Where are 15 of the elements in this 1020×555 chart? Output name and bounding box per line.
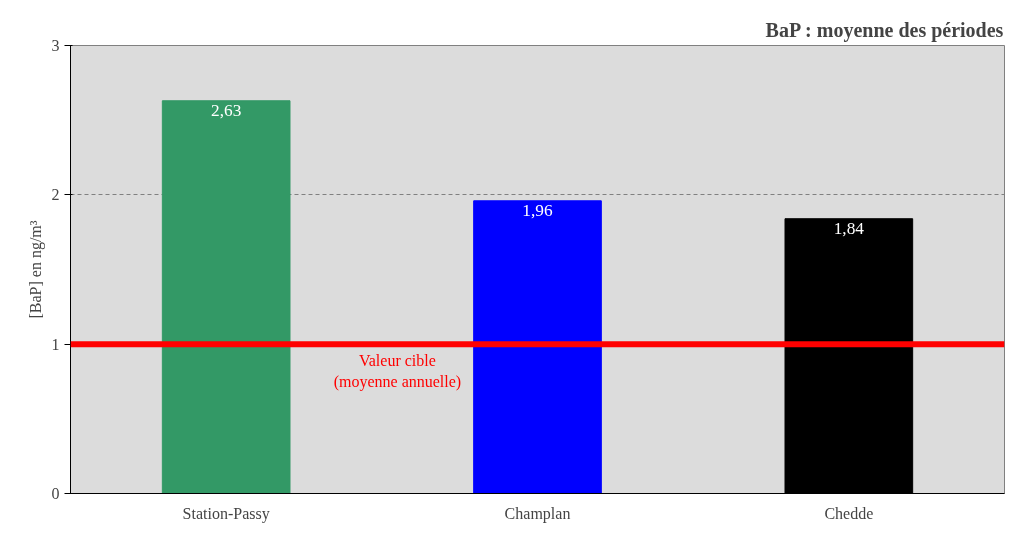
y-axis-title: [BaP] en ng/m³ <box>26 220 45 319</box>
y-tick-label: 3 <box>51 37 60 54</box>
data-label: 2,63 <box>211 100 242 120</box>
data-label: 1,84 <box>833 218 865 238</box>
y-tick-label: 1 <box>51 335 60 353</box>
y-tick-label: 0 <box>51 485 60 502</box>
x-tick-label: Chedde <box>824 504 874 522</box>
x-tick-label: Station-Passy <box>182 504 270 523</box>
bar <box>161 100 291 494</box>
data-label: 1,96 <box>522 200 553 220</box>
bar <box>473 200 602 494</box>
ref-line-label: Valeur cible (moyenne annuelle) <box>333 352 462 391</box>
chart-title: BaP : moyenne des périodes <box>765 18 1004 42</box>
x-tick-label: Champlan <box>504 504 571 523</box>
y-tick-label: 2 <box>51 186 60 204</box>
